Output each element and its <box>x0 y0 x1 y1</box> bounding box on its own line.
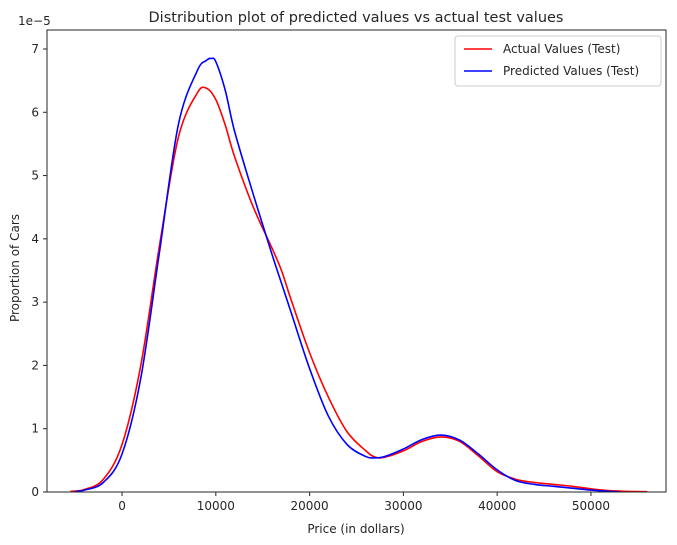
x-axis-label: Price (in dollars) <box>307 522 404 536</box>
y-tick-label: 2 <box>31 358 39 372</box>
actual-values-line <box>70 86 648 493</box>
y-tick-label: 1 <box>31 422 39 436</box>
y-tick-label: 0 <box>31 485 39 499</box>
predicted-values-line <box>75 57 620 493</box>
y-axis-label: Proportion of Cars <box>8 214 22 322</box>
plot-frame <box>46 29 667 493</box>
plot-area: 0 10000 20000 30000 40000 50000 0 1 2 3 4 5 6 7 <box>31 29 667 513</box>
y-tick-label: 6 <box>31 105 39 119</box>
x-tick-label: 50000 <box>572 499 610 513</box>
chart-title: Distribution plot of predicted values vs… <box>149 10 564 26</box>
legend-actual-label: Actual Values (Test) <box>503 42 620 56</box>
x-tick-label: 0 <box>118 499 126 513</box>
legend-box <box>454 35 662 87</box>
y-tick-label: 7 <box>31 42 39 56</box>
y-tick-label: 5 <box>31 169 39 183</box>
legend-predicted-label: Predicted Values (Test) <box>503 64 639 78</box>
x-tick-label: 40000 <box>478 499 516 513</box>
x-tick-label: 20000 <box>291 499 329 513</box>
y-tick-label: 4 <box>31 232 39 246</box>
x-tick-label: 10000 <box>197 499 235 513</box>
y-tick-label: 3 <box>31 295 39 309</box>
y-offset-label: 1e−5 <box>18 14 51 28</box>
legend: Actual Values (Test) Predicted Values (Te… <box>454 35 662 87</box>
x-tick-label: 30000 <box>384 499 422 513</box>
